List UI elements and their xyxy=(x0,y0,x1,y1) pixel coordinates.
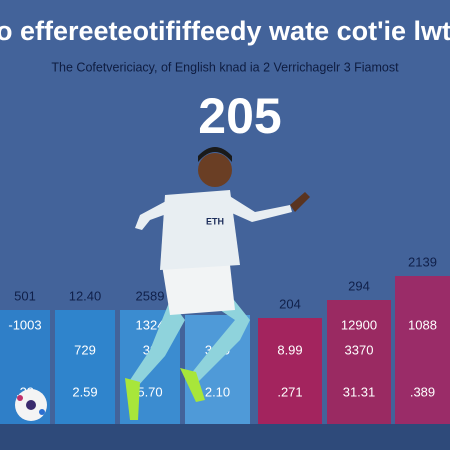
top-label: 294 xyxy=(348,278,370,293)
player: ETH xyxy=(125,147,310,420)
ball xyxy=(15,389,47,421)
title: o effereeteotififfeedy wate cot'ie lwt xyxy=(0,16,450,46)
bottom-label: 31.31 xyxy=(343,384,376,399)
upper-label: -1003 xyxy=(8,317,41,332)
top-label: 501 xyxy=(14,288,36,303)
bar xyxy=(258,318,322,424)
top-label: 2139 xyxy=(408,254,437,269)
middle-label: 3370 xyxy=(345,342,374,357)
top-label: 204 xyxy=(279,296,301,311)
top-label: 12.40 xyxy=(69,288,102,303)
bottom-label: 5.70 xyxy=(137,384,162,399)
upper-label: 1088 xyxy=(408,317,437,332)
upper-label: 1324 xyxy=(136,317,165,332)
subtitle: The Cofetvericiacy, of English knad ia 2… xyxy=(51,60,399,74)
middle-label: 8.99 xyxy=(277,342,302,357)
bottom-label: .389 xyxy=(410,384,435,399)
bar xyxy=(395,276,450,424)
top-label: 2589 xyxy=(136,288,165,303)
bottom-label: 2.59 xyxy=(72,384,97,399)
bottom-label: 2.10 xyxy=(205,384,230,399)
middle-label: 729 xyxy=(74,342,96,357)
upper-label: 12900 xyxy=(341,317,377,332)
headline: 205 xyxy=(198,88,281,144)
floor xyxy=(0,424,450,450)
bar xyxy=(327,300,391,424)
bottom-label: .271 xyxy=(277,384,302,399)
svg-text:ETH: ETH xyxy=(206,216,224,226)
bar xyxy=(55,310,115,424)
